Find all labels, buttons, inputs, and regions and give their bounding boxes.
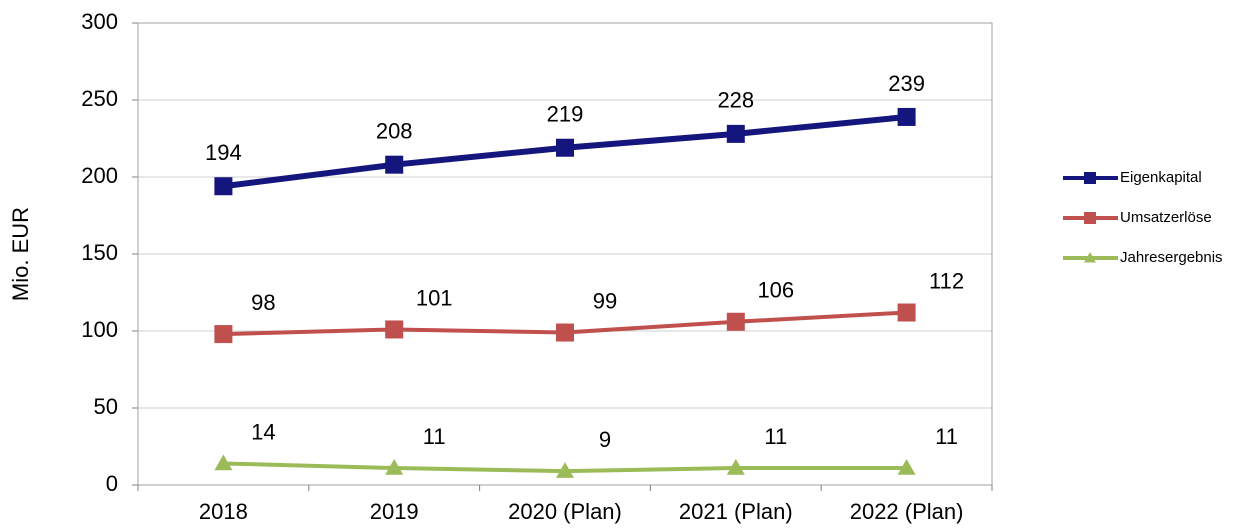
data-label: 239 <box>888 71 925 96</box>
x-tick-label: 2020 (Plan) <box>508 499 622 524</box>
marker <box>556 138 574 157</box>
data-label: 9 <box>599 427 611 452</box>
data-label: 208 <box>376 118 413 143</box>
marker <box>1084 252 1096 263</box>
data-label: 219 <box>547 102 584 127</box>
marker <box>214 177 233 196</box>
x-tick-label: 2018 <box>199 499 248 524</box>
legend-label: Umsatzerlöse <box>1120 209 1212 226</box>
marker <box>897 459 916 475</box>
x-tick-label: 2021 (Plan) <box>679 499 793 524</box>
legend-label: Eigenkapital <box>1120 169 1202 186</box>
data-label: 228 <box>717 88 754 113</box>
data-label: 99 <box>593 288 617 313</box>
marker <box>1084 172 1096 184</box>
y-tick-label: 250 <box>81 86 118 111</box>
plot-border <box>137 22 993 486</box>
y-tick-label: 50 <box>94 394 118 419</box>
y-tick-label: 0 <box>106 471 118 496</box>
y-axis-label: Mio. EUR <box>8 207 33 301</box>
data-label: 112 <box>929 268 964 293</box>
y-tick-label: 150 <box>81 240 118 265</box>
x-tick-label: 2022 (Plan) <box>850 499 964 524</box>
marker <box>385 320 404 339</box>
data-label: 14 <box>251 419 275 444</box>
marker <box>556 323 574 342</box>
marker <box>385 459 404 475</box>
y-tick-label: 200 <box>81 163 118 188</box>
marker <box>897 303 916 322</box>
marker <box>726 124 745 143</box>
data-label: 194 <box>205 140 242 165</box>
data-label: 98 <box>251 290 275 315</box>
data-label: 11 <box>935 424 958 449</box>
data-label: 106 <box>757 278 794 303</box>
marker <box>214 325 233 344</box>
marker <box>556 462 574 478</box>
marker <box>897 107 916 126</box>
marker <box>726 312 745 331</box>
y-tick-label: 100 <box>81 317 118 342</box>
marker <box>385 155 404 174</box>
data-label: 11 <box>423 424 446 449</box>
data-label: 11 <box>764 424 787 449</box>
marker <box>214 454 233 471</box>
marker <box>1084 212 1096 224</box>
data-label: 101 <box>416 285 453 310</box>
marker <box>726 459 745 475</box>
x-tick-label: 2019 <box>370 499 419 524</box>
legend-label: Jahresergebnis <box>1120 249 1223 266</box>
y-tick-label: 300 <box>81 9 118 34</box>
